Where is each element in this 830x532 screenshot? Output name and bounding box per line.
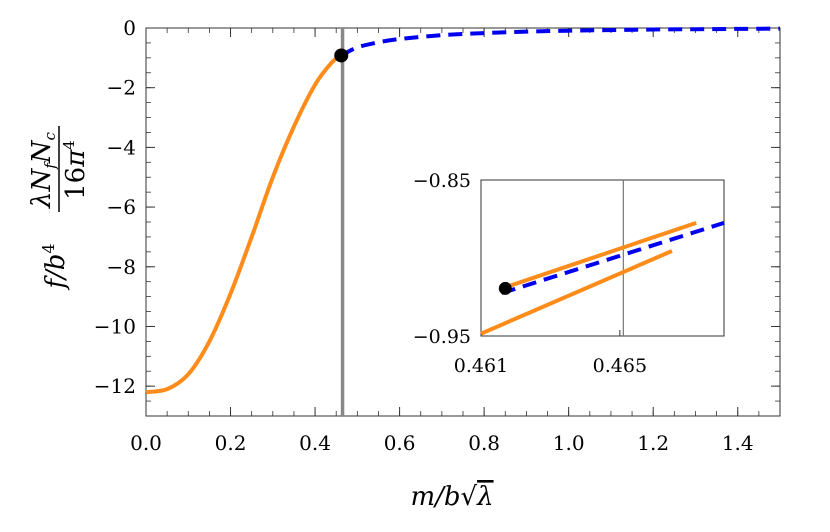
inset-x-tick-label: 0.461 [454,355,508,377]
main-x-tick-label: 1.4 [722,431,754,455]
main-series-line-1 [340,26,781,58]
main-x-tick-label: 0.2 [215,431,247,455]
main-x-tick-label: 0.8 [468,431,500,455]
y-axis-label-numerator: λNfNc [27,131,59,209]
inset-series-line-0 [480,249,673,336]
main-y-tick-label: −4 [107,135,136,159]
main-y-tick-label: −2 [107,76,136,100]
inset-x-tick-label: 0.465 [593,355,647,377]
main-x-tick-label: 1.2 [637,431,669,455]
main-y-tick-label: −10 [94,314,136,338]
main-series-line-0 [145,53,343,395]
inset-series-line-1 [501,221,697,291]
inset-data-point-0 [498,281,512,295]
inset-y-tick-label: −0.95 [413,326,471,348]
main-y-tick-label: −6 [107,195,136,219]
main-y-tick-label: 0 [123,16,136,40]
main-x-tick-label: 1.0 [553,431,585,455]
y-axis-label-denominator: 16π4 [60,140,91,200]
inset-y-tick-label: −0.85 [413,170,471,192]
main-x-tick-label: 0.0 [130,431,162,455]
inset-series-line-2 [501,220,725,296]
main-x-tick-label: 0.4 [299,431,331,455]
inset-frame [480,179,725,337]
main-y-tick-label: −12 [94,374,136,398]
main-y-tick-label: −8 [107,255,136,279]
main-data-point-0 [334,48,349,63]
main-x-tick-label: 0.6 [384,431,416,455]
inset-plot: 0.461 0.465 −0.85 −0.95 [413,170,725,377]
x-axis-label: m/b√λ [410,482,493,512]
